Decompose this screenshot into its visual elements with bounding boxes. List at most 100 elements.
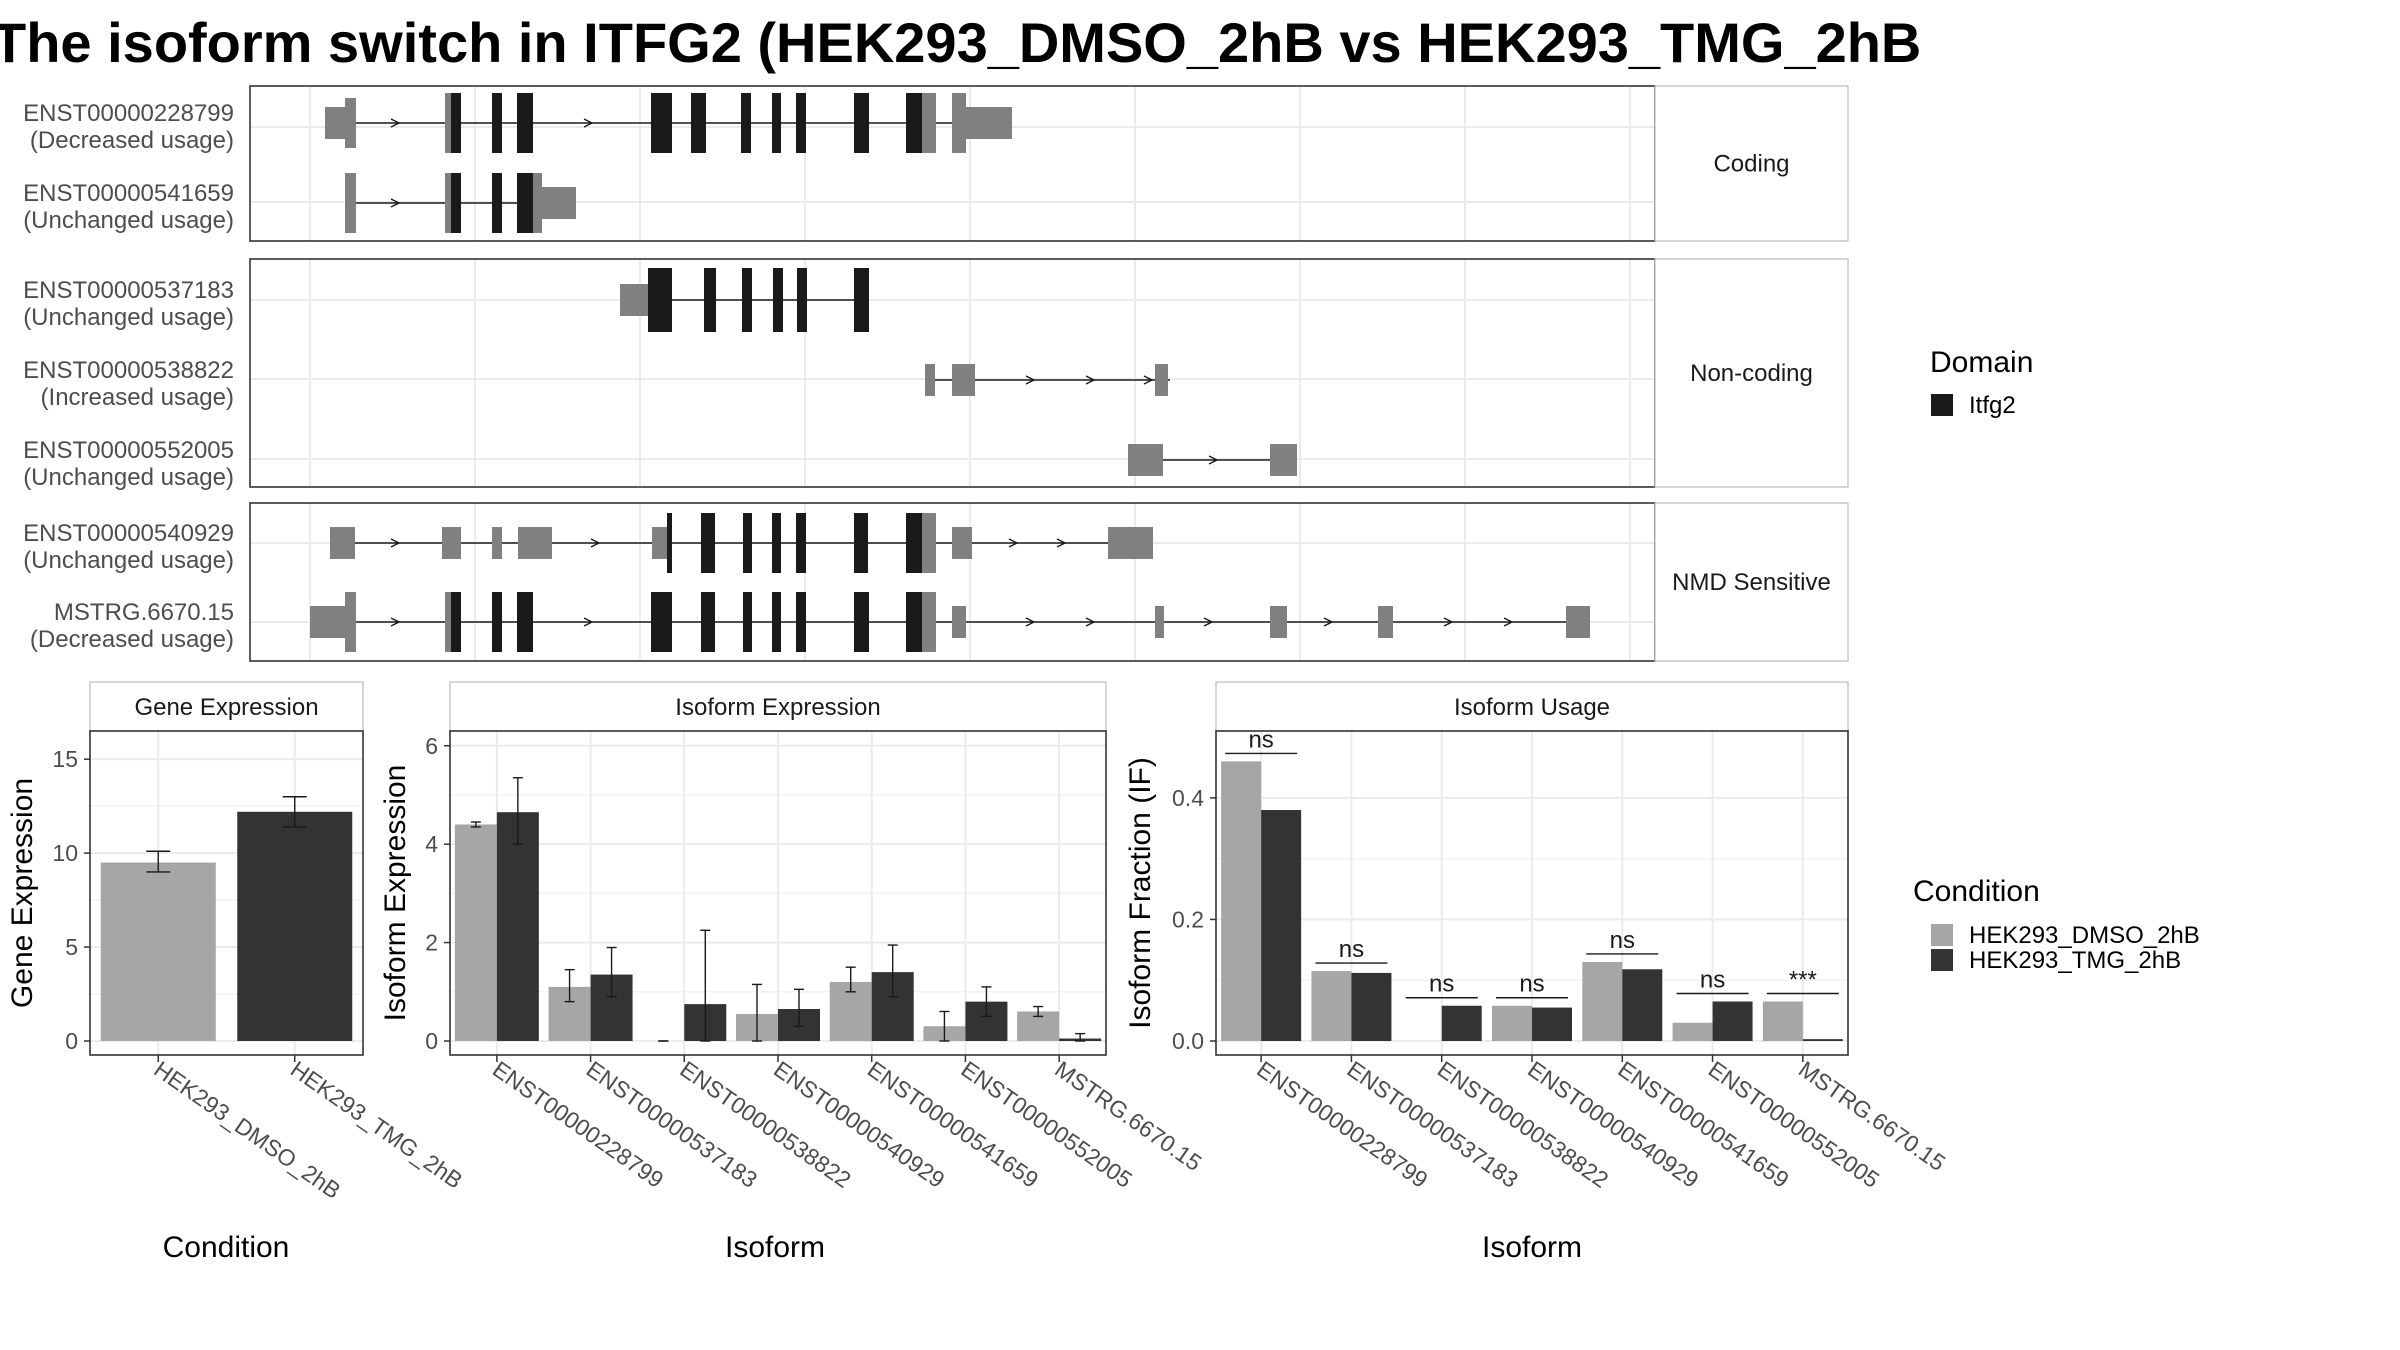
strand-arrow	[390, 118, 401, 128]
y-tick-label: 4	[425, 831, 438, 857]
panel-strip	[1215, 681, 1849, 732]
exon	[1566, 606, 1590, 638]
exon	[325, 107, 345, 139]
bar	[1802, 1039, 1843, 1041]
transcript-structure-panels: Coding Non-coding NMD Sensitive	[249, 85, 1849, 662]
domain-exon	[772, 513, 781, 573]
x-tick-label: ENST00000228799	[488, 1056, 668, 1193]
x-tick-label: ENST00000540929	[769, 1056, 949, 1193]
exon	[518, 527, 552, 559]
y-tick-label: 0	[65, 1028, 78, 1054]
significance-label: ns	[1700, 966, 1725, 993]
exon	[1155, 606, 1164, 638]
strand-arrow	[1085, 375, 1096, 385]
transcript-id-label: ENST00000540929	[23, 520, 234, 547]
domain-exon	[492, 93, 502, 153]
transcript-usage-label: (Decreased usage)	[30, 626, 234, 653]
exon	[652, 527, 667, 559]
bar	[1311, 971, 1352, 1041]
domain-exon	[743, 513, 752, 573]
facet-label: Coding	[1713, 151, 1789, 178]
domain-exon	[701, 592, 715, 652]
exon	[345, 592, 356, 652]
strand-arrow	[390, 198, 401, 208]
strand-arrow	[1025, 617, 1036, 627]
exon	[345, 98, 356, 148]
bar	[1492, 1005, 1532, 1041]
facet-strip	[1654, 258, 1849, 488]
exon	[310, 606, 345, 638]
transcript-id-label: ENST00000552005	[23, 437, 234, 464]
bar	[1261, 810, 1302, 1041]
exon	[952, 93, 966, 153]
panel-strip	[89, 681, 364, 732]
bar	[1672, 1022, 1713, 1041]
exon	[533, 173, 542, 233]
bar	[100, 862, 216, 1041]
significance-label: ns	[1339, 936, 1364, 963]
bar	[1441, 1005, 1482, 1041]
exon	[922, 93, 936, 153]
exon	[952, 527, 972, 559]
domain-exon	[651, 93, 672, 153]
strand-arrow	[583, 118, 594, 128]
x-tick-label: ENST00000552005	[957, 1056, 1137, 1193]
domain-exon	[648, 268, 672, 332]
domain-exon	[651, 592, 672, 652]
exon	[345, 173, 356, 233]
transcript-usage-label: (Unchanged usage)	[23, 464, 234, 491]
strand-arrow	[1443, 617, 1454, 627]
x-axis-title: Isoform	[725, 1231, 825, 1264]
transcript-model: ENST00000541659(Unchanged usage)	[23, 173, 576, 234]
exon	[330, 527, 355, 559]
condition-legend-title: Condition	[1913, 875, 2040, 908]
transcript-model: MSTRG.6670.15(Decreased usage)	[30, 592, 1590, 653]
transcript-usage-label: (Increased usage)	[41, 384, 234, 411]
exon	[1155, 364, 1168, 396]
y-axis-title: Isoform Fraction (IF)	[1124, 757, 1157, 1029]
domain-exon	[517, 173, 533, 233]
plot-border	[89, 730, 364, 1056]
y-tick-label: 0.4	[1172, 785, 1204, 811]
condition-legend-label: HEK293_TMG_2hB	[1969, 947, 2181, 974]
transcript-models: ENST00000228799(Decreased usage) ENST0000…	[23, 93, 1590, 653]
figure-title: The isoform switch in ITFG2 (HEK293_DMSO…	[0, 11, 1922, 74]
exon	[925, 364, 935, 396]
significance-label: ns	[1610, 927, 1635, 954]
bar-panel: Isoform Expression0246ENST00000228799ENS…	[379, 681, 1207, 1264]
domain-exon	[517, 93, 533, 153]
x-tick-label: MSTRG.6670.15	[1794, 1056, 1950, 1176]
domain-exon	[492, 173, 502, 233]
domain-exon	[451, 173, 461, 233]
facet-label: NMD Sensitive	[1672, 569, 1831, 596]
y-tick-label: 15	[52, 746, 78, 772]
condition-legend-key	[1931, 949, 1953, 971]
transcript-usage-label: (Unchanged usage)	[23, 547, 234, 574]
y-tick-label: 2	[425, 930, 438, 956]
domain-exon	[667, 513, 672, 573]
domain-exon	[773, 268, 783, 332]
transcript-model: ENST00000537183(Unchanged usage)	[23, 268, 869, 332]
exon	[922, 592, 936, 652]
domain-exon	[704, 268, 716, 332]
exon	[952, 364, 975, 396]
facet-strip	[1654, 502, 1849, 662]
strand-arrow	[583, 617, 594, 627]
strand-arrow	[1203, 617, 1214, 627]
facet-label: Non-coding	[1690, 360, 1813, 387]
strand-arrow	[1503, 617, 1514, 627]
exon	[1128, 444, 1163, 476]
exon	[445, 592, 451, 652]
exon	[445, 93, 451, 153]
domain-legend: Domain Itfg2	[1930, 346, 2033, 419]
domain-legend-title: Domain	[1930, 346, 2033, 379]
y-axis-title: Gene Expression	[6, 778, 39, 1008]
domain-exon	[451, 93, 461, 153]
strand-arrow	[590, 538, 601, 548]
facet-strip	[1654, 85, 1849, 242]
exon	[1270, 606, 1287, 638]
structure-facet: NMD Sensitive	[249, 502, 1849, 662]
transcript-model: ENST00000228799(Decreased usage)	[23, 93, 1012, 154]
